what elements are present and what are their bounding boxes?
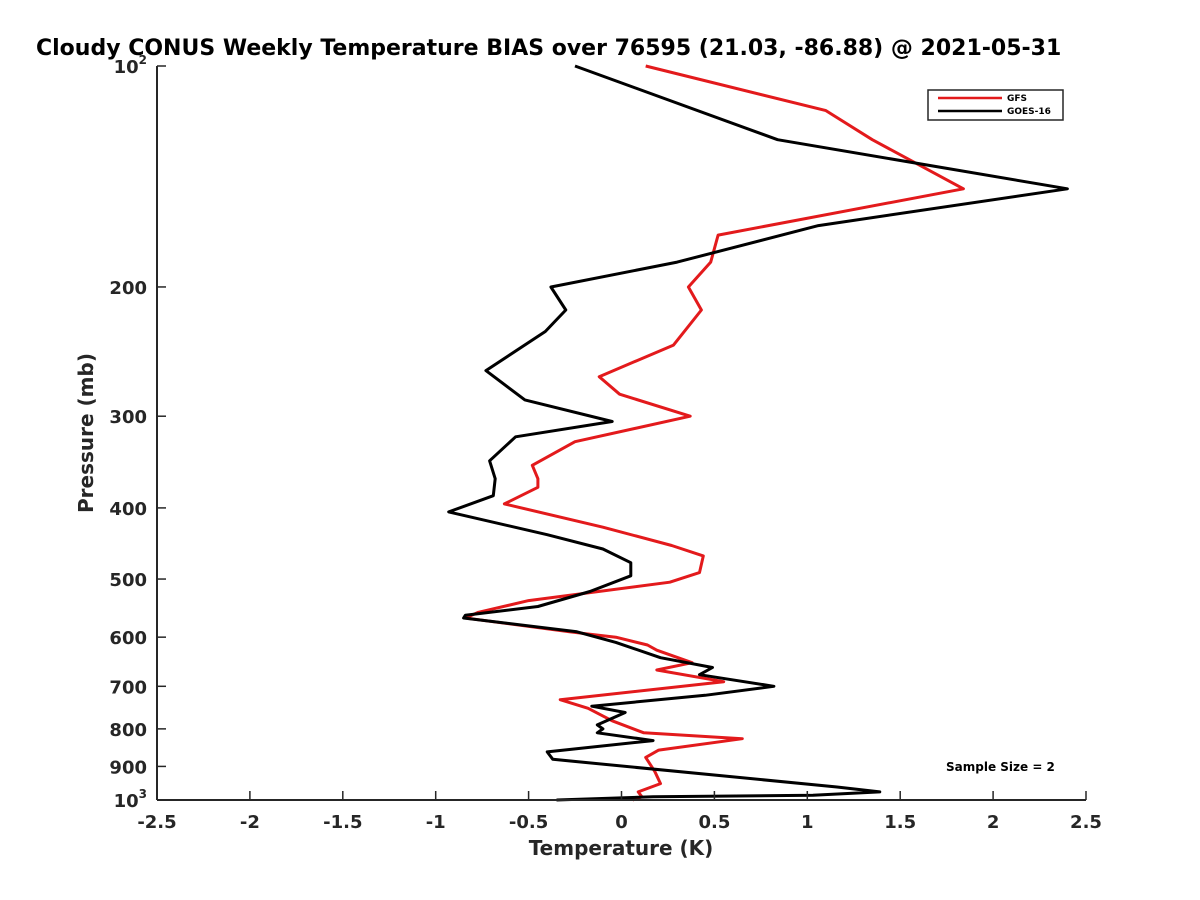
- y-tick-label: 300: [109, 407, 147, 428]
- y-tick-label: 103: [114, 787, 147, 812]
- y-tick-label: 400: [109, 499, 147, 520]
- series-layer: [447, 64, 1069, 802]
- legend-label-goes16: GOES-16: [1007, 107, 1051, 117]
- y-tick-label: 700: [109, 677, 147, 698]
- y-tick-label: 500: [109, 570, 147, 591]
- x-tick-label: -1: [426, 812, 446, 833]
- x-tick-label: 2.5: [1070, 812, 1102, 833]
- x-tick-label: 1: [801, 812, 814, 833]
- sample-size-annotation: Sample Size = 2: [946, 760, 1055, 774]
- x-axis-label: Temperature (K): [529, 836, 714, 860]
- series-line-gfs: [463, 64, 965, 802]
- y-ticks: 102 200 300 400 500 600 700 800 900 103: [109, 53, 166, 812]
- y-tick-label: 200: [109, 278, 147, 299]
- legend: GFS GOES-16: [927, 89, 1064, 121]
- legend-box: [927, 89, 1064, 121]
- y-tick-label: 102: [114, 53, 147, 78]
- x-tick-label: -2: [240, 812, 260, 833]
- x-tick-label: -1.5: [323, 812, 362, 833]
- y-axis-label: Pressure (mb): [74, 353, 98, 513]
- x-tick-label: 0: [615, 812, 628, 833]
- x-tick-label: -2.5: [137, 812, 176, 833]
- x-tick-label: 2: [987, 812, 1000, 833]
- series-line-goes16: [447, 64, 1069, 802]
- x-ticks: -2.5 -2 -1.5 -1 -0.5 0 0.5 1 1.5 2 2.5: [137, 791, 1102, 833]
- x-tick-label: 0.5: [698, 812, 730, 833]
- legend-label-gfs: GFS: [1007, 94, 1027, 104]
- x-tick-label: 1.5: [884, 812, 916, 833]
- y-tick-label: 800: [109, 720, 147, 741]
- x-tick-label: -0.5: [509, 812, 548, 833]
- y-tick-label: 900: [109, 757, 147, 778]
- chart-title: Cloudy CONUS Weekly Temperature BIAS ove…: [36, 36, 1061, 61]
- y-tick-label: 600: [109, 628, 147, 649]
